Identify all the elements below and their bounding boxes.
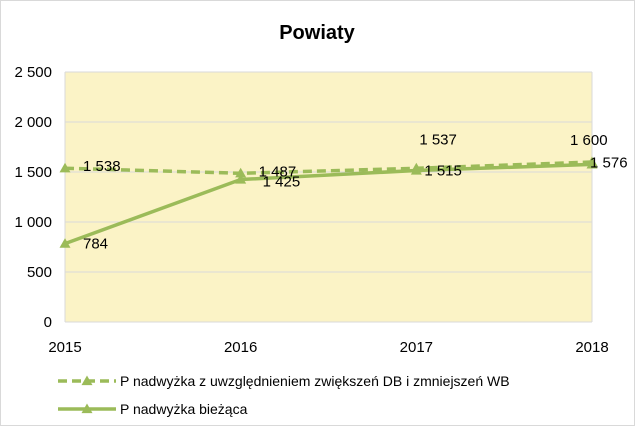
plot-area: [65, 72, 592, 322]
data-label: 1 600: [570, 132, 608, 149]
x-axis: 2015 2016 2017 2018: [48, 339, 608, 356]
chart-title: Powiaty: [279, 22, 355, 44]
x-tick-label: 2016: [224, 339, 257, 356]
data-point: [586, 158, 598, 169]
y-tick-label: 1 500: [14, 164, 52, 181]
x-tick-label: 2015: [48, 339, 81, 356]
legend: P nadwyżka z uwzględnieniem zwiększeń DB…: [58, 373, 510, 417]
y-tick-label: 500: [27, 264, 52, 281]
x-tick-label: 2018: [575, 339, 608, 356]
legend-label: P nadwyżka bieżąca: [120, 401, 248, 417]
y-axis: 0 500 1 000 1 500 2 000 2 500: [14, 64, 52, 331]
data-labels: 1 538 1 487 1 537 1 600 784 1 425 1 515 1 576: [83, 131, 628, 252]
legend-marker: [81, 375, 93, 386]
series-group: [59, 156, 598, 248]
data-point: [235, 174, 247, 184]
data-point: [59, 162, 71, 173]
data-point: [235, 167, 247, 178]
data-point: [410, 165, 422, 175]
series-line-0: [64, 160, 593, 176]
x-tick-label: 2017: [400, 339, 433, 356]
data-label: 1 537: [419, 131, 457, 148]
y-tick-label: 0: [44, 314, 52, 331]
series-line-1: [64, 162, 593, 246]
grid-lines: [64, 71, 593, 323]
data-label: 1 538: [83, 158, 121, 175]
y-tick-label: 2 500: [14, 64, 52, 81]
y-tick-label: 1 000: [14, 214, 52, 231]
y-tick-label: 2 000: [14, 114, 52, 131]
legend-marker: [81, 403, 93, 414]
data-label: 1 576: [590, 154, 628, 171]
data-label: 784: [83, 236, 108, 253]
legend-label: P nadwyżka z uwzględnieniem zwiększeń DB…: [120, 373, 510, 389]
data-label: 1 425: [263, 174, 301, 191]
data-label: 1 487: [259, 163, 297, 180]
data-label: 1 515: [424, 163, 462, 180]
data-point: [59, 238, 71, 248]
